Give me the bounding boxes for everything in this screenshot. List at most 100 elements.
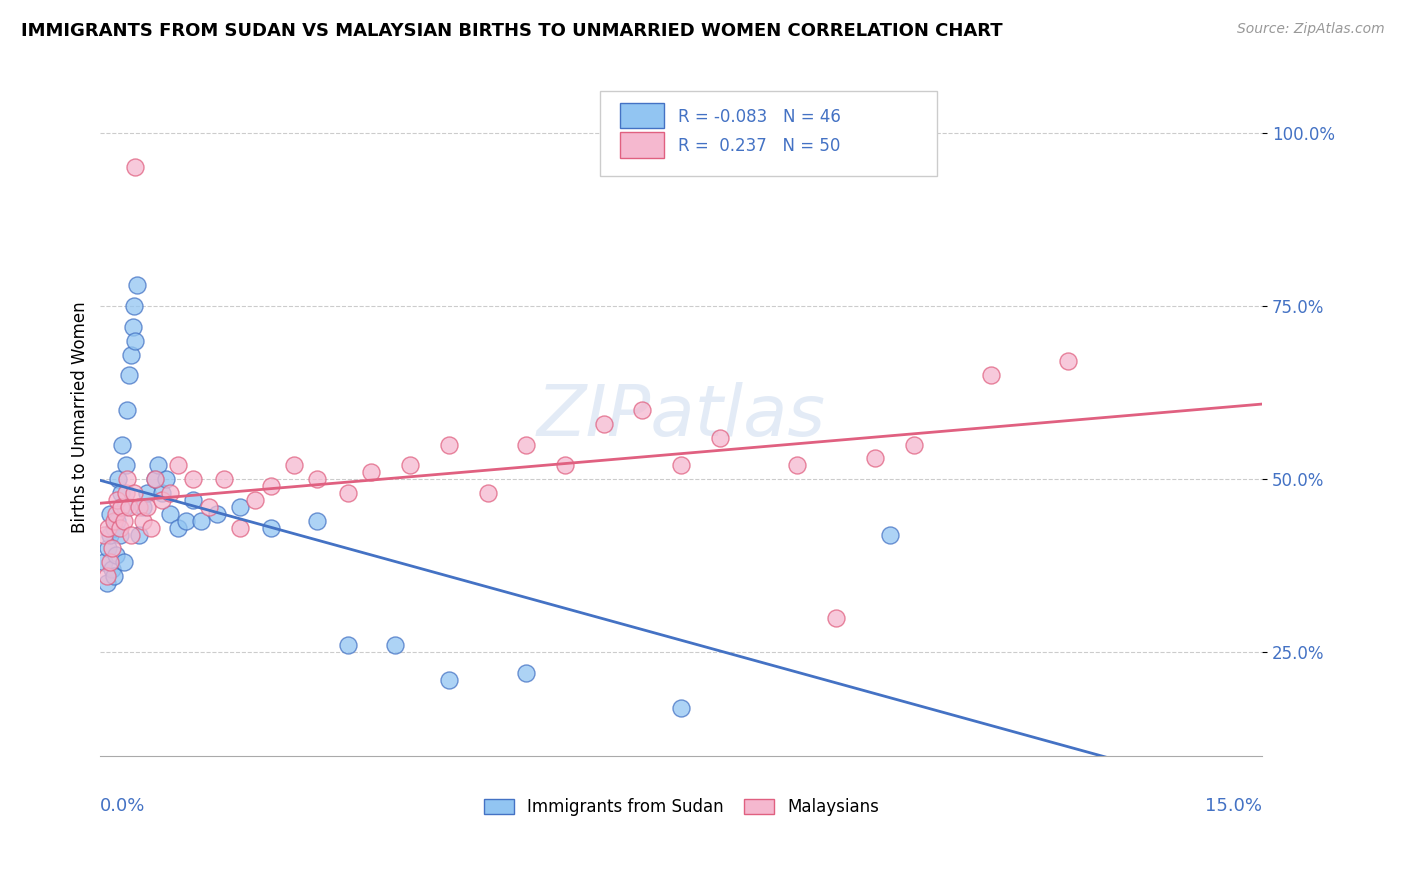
- Point: [166, 521, 188, 535]
- Point: [103, 521, 125, 535]
- Point: [1057, 354, 1080, 368]
- Point: [96, 569, 118, 583]
- Point: [554, 458, 576, 473]
- FancyBboxPatch shape: [620, 103, 664, 128]
- Point: [148, 458, 170, 473]
- Point: [97, 521, 120, 535]
- Point: [114, 500, 136, 514]
- Point: [115, 458, 138, 473]
- Y-axis label: Births to Unmarried Women: Births to Unmarried Women: [72, 301, 89, 533]
- Point: [104, 549, 127, 563]
- Point: [515, 437, 537, 451]
- Point: [118, 500, 141, 514]
- Text: R = -0.083   N = 46: R = -0.083 N = 46: [678, 108, 841, 126]
- Point: [150, 493, 173, 508]
- Point: [159, 486, 181, 500]
- Point: [120, 527, 142, 541]
- Point: [120, 347, 142, 361]
- Point: [98, 527, 121, 541]
- Point: [863, 451, 886, 466]
- Point: [139, 521, 162, 535]
- Point: [117, 403, 139, 417]
- Point: [101, 541, 124, 556]
- Point: [825, 611, 848, 625]
- Point: [100, 507, 122, 521]
- Point: [181, 472, 204, 486]
- Point: [631, 403, 654, 417]
- Point: [118, 368, 141, 383]
- Point: [105, 514, 128, 528]
- Text: Source: ZipAtlas.com: Source: ZipAtlas.com: [1237, 22, 1385, 37]
- Point: [166, 458, 188, 473]
- Point: [93, 555, 115, 569]
- Point: [132, 500, 155, 514]
- Point: [93, 527, 115, 541]
- Point: [96, 576, 118, 591]
- FancyBboxPatch shape: [620, 132, 664, 158]
- Point: [112, 514, 135, 528]
- Point: [135, 500, 157, 514]
- Point: [307, 514, 329, 528]
- Point: [128, 527, 150, 541]
- Legend: Immigrants from Sudan, Malaysians: Immigrants from Sudan, Malaysians: [477, 791, 886, 822]
- Point: [669, 458, 692, 473]
- Point: [515, 666, 537, 681]
- Point: [477, 486, 499, 500]
- Point: [105, 493, 128, 508]
- Point: [437, 437, 460, 451]
- Point: [399, 458, 422, 473]
- FancyBboxPatch shape: [600, 91, 936, 176]
- Point: [100, 555, 122, 569]
- Point: [124, 334, 146, 348]
- Point: [214, 472, 236, 486]
- Point: [437, 673, 460, 687]
- Point: [97, 541, 120, 556]
- Point: [337, 486, 360, 500]
- Point: [174, 514, 197, 528]
- Point: [786, 458, 808, 473]
- Point: [384, 639, 406, 653]
- Point: [122, 319, 145, 334]
- Text: 15.0%: 15.0%: [1205, 797, 1263, 815]
- Point: [337, 639, 360, 653]
- Point: [360, 465, 382, 479]
- Point: [115, 486, 138, 500]
- Point: [108, 527, 131, 541]
- Point: [197, 500, 219, 514]
- Point: [190, 514, 212, 528]
- Point: [879, 527, 901, 541]
- Point: [128, 500, 150, 514]
- Point: [205, 507, 228, 521]
- Point: [229, 500, 252, 514]
- Point: [155, 472, 177, 486]
- Point: [107, 472, 129, 486]
- Text: ZIPatlas: ZIPatlas: [537, 383, 825, 451]
- Point: [143, 472, 166, 486]
- Point: [122, 299, 145, 313]
- Point: [307, 472, 329, 486]
- Point: [245, 493, 267, 508]
- Point: [709, 431, 731, 445]
- Point: [122, 486, 145, 500]
- Point: [260, 479, 283, 493]
- Point: [283, 458, 305, 473]
- Point: [159, 507, 181, 521]
- Text: IMMIGRANTS FROM SUDAN VS MALAYSIAN BIRTHS TO UNMARRIED WOMEN CORRELATION CHART: IMMIGRANTS FROM SUDAN VS MALAYSIAN BIRTH…: [21, 22, 1002, 40]
- Point: [112, 555, 135, 569]
- Point: [104, 507, 127, 521]
- Text: 0.0%: 0.0%: [100, 797, 146, 815]
- Point: [260, 521, 283, 535]
- Point: [143, 472, 166, 486]
- Point: [117, 472, 139, 486]
- Point: [980, 368, 1002, 383]
- Point: [903, 437, 925, 451]
- Point: [150, 486, 173, 500]
- Point: [103, 569, 125, 583]
- Point: [669, 700, 692, 714]
- Point: [124, 161, 146, 175]
- Point: [108, 521, 131, 535]
- Point: [101, 562, 124, 576]
- Point: [111, 437, 134, 451]
- Point: [132, 514, 155, 528]
- Point: [110, 486, 132, 500]
